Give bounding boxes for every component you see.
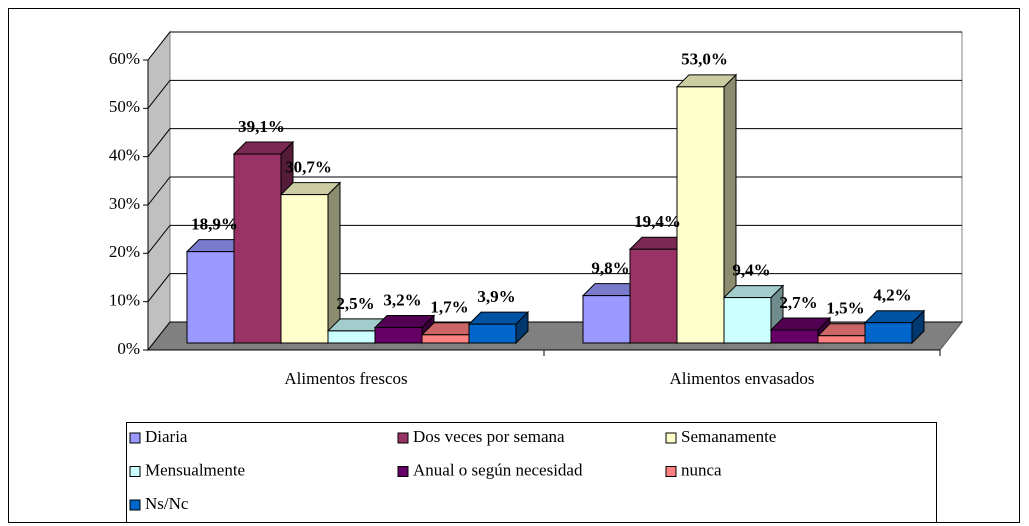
- legend-label: Semanamente: [681, 427, 776, 446]
- bar: [723, 297, 772, 344]
- bar: [629, 248, 678, 344]
- bar: [280, 194, 329, 344]
- value-label: 53,0%: [681, 50, 728, 69]
- value-label: 1,5%: [826, 299, 864, 318]
- legend-swatch: [397, 466, 409, 477]
- bar: [421, 334, 470, 344]
- bar: [864, 322, 913, 344]
- bar: [327, 330, 376, 344]
- legend-label: Anual o según necesidad: [413, 460, 583, 479]
- bar: [233, 153, 282, 344]
- x-tick-label: Alimentos frescos: [284, 369, 407, 388]
- x-tick-label: Alimentos envasados: [670, 369, 815, 388]
- legend-swatch: [129, 499, 141, 511]
- bar: [676, 86, 725, 344]
- legend-label: Ns/Nc: [145, 494, 189, 513]
- value-label: 18,9%: [191, 215, 238, 234]
- y-tick-label: 40%: [109, 146, 140, 165]
- legend-swatch: [665, 466, 677, 477]
- y-tick-label: 10%: [109, 291, 140, 310]
- value-label: 9,8%: [591, 259, 629, 278]
- legend-label: Mensualmente: [145, 460, 245, 479]
- value-label: 39,1%: [238, 117, 285, 136]
- legend-box: [126, 422, 937, 523]
- y-tick-label: 30%: [109, 194, 140, 213]
- legend-swatch: [129, 432, 141, 444]
- bar: [770, 329, 819, 344]
- value-label: 30,7%: [285, 158, 332, 177]
- y-tick-label: 50%: [109, 97, 140, 116]
- legend-swatch: [397, 432, 409, 444]
- legend-label: nunca: [681, 460, 722, 479]
- legend-label: Diaria: [145, 427, 188, 446]
- bar: [374, 327, 423, 344]
- bar: [468, 323, 517, 344]
- value-label: 3,9%: [477, 287, 515, 306]
- legend-swatch: [665, 432, 677, 444]
- bar: [817, 335, 866, 344]
- legend-label: Dos veces por semana: [413, 427, 565, 446]
- y-tick-label: 60%: [109, 49, 140, 68]
- legend-swatch: [129, 466, 141, 477]
- y-tick-label: 20%: [109, 242, 140, 261]
- value-label: 9,4%: [732, 260, 770, 279]
- value-label: 3,2%: [383, 290, 421, 309]
- bar: [582, 295, 631, 344]
- y-tick-label: 0%: [117, 339, 140, 358]
- value-label: 1,7%: [430, 298, 468, 317]
- value-label: 4,2%: [873, 286, 911, 305]
- value-label: 2,5%: [336, 294, 374, 313]
- value-label: 19,4%: [634, 212, 681, 231]
- bar: [186, 251, 235, 344]
- bar-side: [327, 181, 341, 345]
- grid-line: [147, 31, 962, 61]
- value-label: 2,7%: [779, 293, 817, 312]
